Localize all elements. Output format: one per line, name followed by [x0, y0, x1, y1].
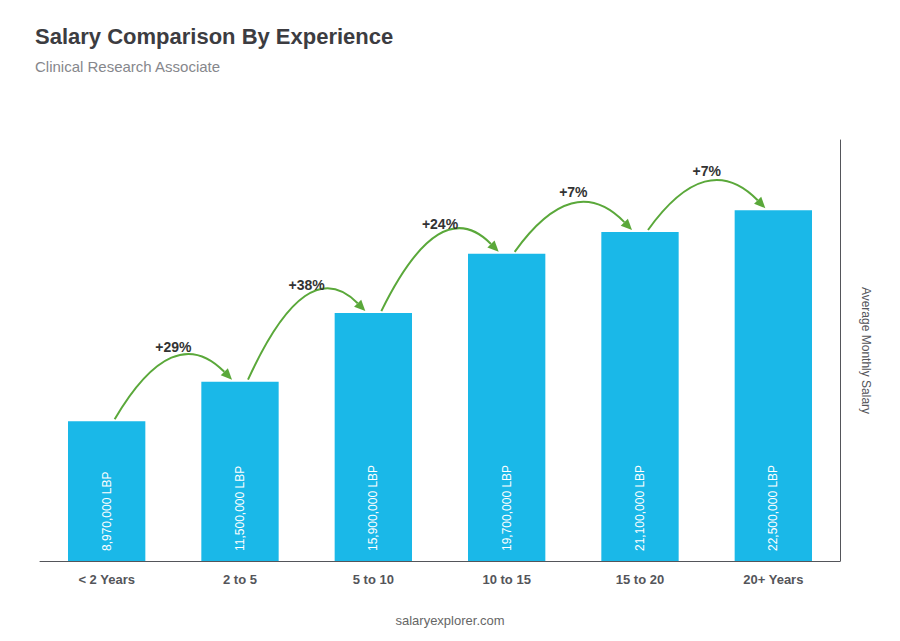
- svg-text:15,900,000 LBP: 15,900,000 LBP: [366, 465, 380, 551]
- svg-text:21,100,000 LBP: 21,100,000 LBP: [633, 465, 647, 551]
- svg-text:2 to 5: 2 to 5: [223, 572, 257, 587]
- svg-text:+7%: +7%: [559, 184, 588, 200]
- svg-text:+24%: +24%: [422, 216, 459, 232]
- svg-text:Clinical Research Associate: Clinical Research Associate: [35, 58, 220, 75]
- svg-text:+29%: +29%: [155, 339, 192, 355]
- svg-text:19,700,000 LBP: 19,700,000 LBP: [500, 465, 514, 551]
- svg-text:+7%: +7%: [692, 163, 721, 179]
- svg-text:22,500,000 LBP: 22,500,000 LBP: [766, 465, 780, 551]
- svg-text:Average Monthly Salary: Average Monthly Salary: [859, 287, 873, 414]
- svg-text:Salary Comparison By Experienc: Salary Comparison By Experience: [35, 24, 393, 49]
- svg-text:8,970,000 LBP: 8,970,000 LBP: [100, 472, 114, 551]
- svg-text:20+ Years: 20+ Years: [743, 572, 803, 587]
- svg-text:10 to 15: 10 to 15: [482, 572, 530, 587]
- svg-text:salaryexplorer.com: salaryexplorer.com: [395, 613, 504, 628]
- svg-text:< 2 Years: < 2 Years: [78, 572, 135, 587]
- svg-text:11,500,000 LBP: 11,500,000 LBP: [233, 466, 247, 551]
- svg-text:15 to 20: 15 to 20: [616, 572, 664, 587]
- svg-text:5 to 10: 5 to 10: [353, 572, 394, 587]
- svg-text:+38%: +38%: [289, 277, 326, 293]
